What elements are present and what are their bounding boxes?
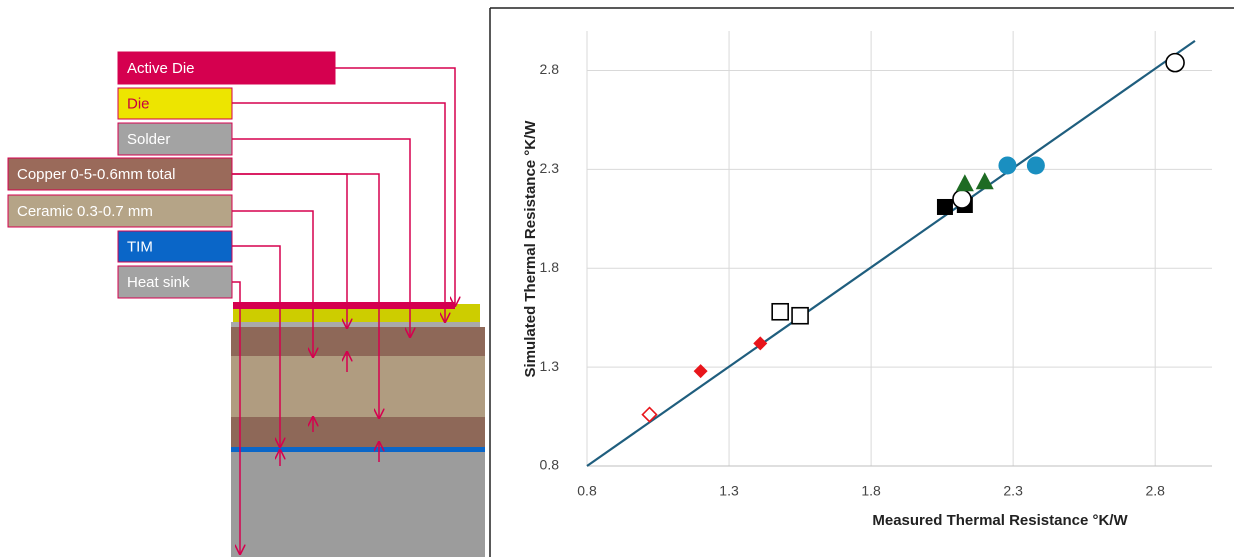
solder-layer (231, 322, 480, 327)
point (952, 189, 972, 209)
point (753, 336, 768, 351)
y-tick-label: 2.8 (540, 61, 560, 77)
label-box (7, 157, 233, 191)
scatter-plot: 0.8 1.3 1.8 2.3 2.8 0.8 1.3 1.8 2.3 2.8 (540, 31, 1212, 499)
point (936, 198, 953, 215)
arrows (232, 67, 455, 554)
point (693, 364, 708, 379)
y-tick-label: 2.3 (540, 160, 560, 176)
point (975, 172, 994, 190)
tim-layer (231, 447, 485, 452)
copper-layer (231, 417, 485, 447)
layer-labels: Active Die Die Solder Copper 0-5-0.6mm tota… (7, 51, 336, 299)
label-text: Active Die (127, 60, 195, 77)
point (771, 302, 789, 321)
layer-stack (231, 302, 485, 557)
arrow (232, 281, 240, 554)
label-text: Ceramic 0.3-0.7 mm (17, 203, 153, 220)
arrow (232, 210, 313, 357)
point (1165, 52, 1185, 73)
label-text: TIM (127, 238, 153, 255)
ceramic-layer (231, 356, 485, 417)
label-text: Solder (127, 131, 170, 148)
point (791, 306, 809, 325)
point (641, 406, 658, 423)
point (998, 156, 1017, 175)
x-tick-label: 2.8 (1145, 483, 1165, 499)
heat-sink-layer (231, 452, 485, 557)
label-box (117, 230, 233, 263)
x-tick-label: 2.3 (1003, 483, 1023, 499)
label-box (117, 265, 233, 299)
y-tick-label: 0.8 (540, 457, 560, 473)
x-tick-label: 0.8 (577, 483, 597, 499)
point (955, 174, 974, 192)
y-tick-label: 1.8 (540, 259, 560, 275)
y-tick-label: 1.3 (540, 358, 560, 374)
label-text: Copper 0-5-0.6mm total (17, 166, 175, 183)
label-text: Die (127, 95, 150, 112)
x-axis-title: Measured Thermal Resistance °K/W (872, 512, 1128, 529)
arrow (232, 138, 410, 337)
copper-layer (231, 327, 485, 356)
arrow (232, 102, 445, 322)
y-axis-title: Simulated Thermal Resistance °K/W (522, 120, 539, 378)
x-tick-label: 1.8 (861, 483, 881, 499)
label-box (117, 122, 233, 156)
arrow (335, 67, 455, 306)
arrow (232, 245, 280, 447)
label-box (117, 51, 336, 85)
point (1026, 156, 1045, 175)
label-box (7, 194, 233, 228)
x-tick-label: 1.3 (719, 483, 739, 499)
label-box (117, 87, 233, 120)
active-die-layer (233, 302, 455, 309)
fit-line (586, 39, 1196, 467)
label-text: Heat sink (127, 274, 190, 291)
arrow (232, 173, 379, 418)
